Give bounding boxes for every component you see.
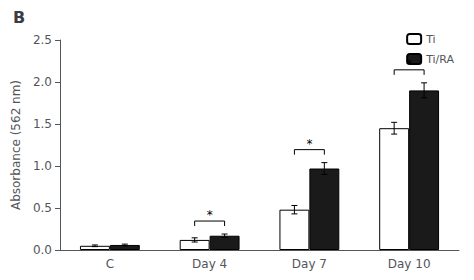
- svg-text:*: *: [406, 57, 412, 71]
- svg-text:Day 4: Day 4: [192, 257, 227, 271]
- svg-text:Absorbance (562 nm): Absorbance (562 nm): [9, 80, 23, 210]
- svg-text:Ti: Ti: [425, 33, 435, 46]
- svg-text:Ti/RA: Ti/RA: [425, 53, 454, 66]
- svg-text:Day 7: Day 7: [292, 257, 327, 271]
- svg-text:2.0: 2.0: [33, 75, 52, 89]
- svg-text:1.0: 1.0: [33, 159, 52, 173]
- svg-text:Day 10: Day 10: [388, 257, 431, 271]
- svg-text:*: *: [306, 137, 312, 151]
- svg-text:0.5: 0.5: [33, 201, 52, 215]
- svg-text:B: B: [13, 8, 25, 27]
- svg-text:C: C: [106, 257, 114, 271]
- svg-text:0.0: 0.0: [33, 243, 52, 257]
- svg-text:2.5: 2.5: [33, 33, 52, 47]
- svg-text:*: *: [207, 208, 213, 222]
- svg-text:1.5: 1.5: [33, 117, 52, 131]
